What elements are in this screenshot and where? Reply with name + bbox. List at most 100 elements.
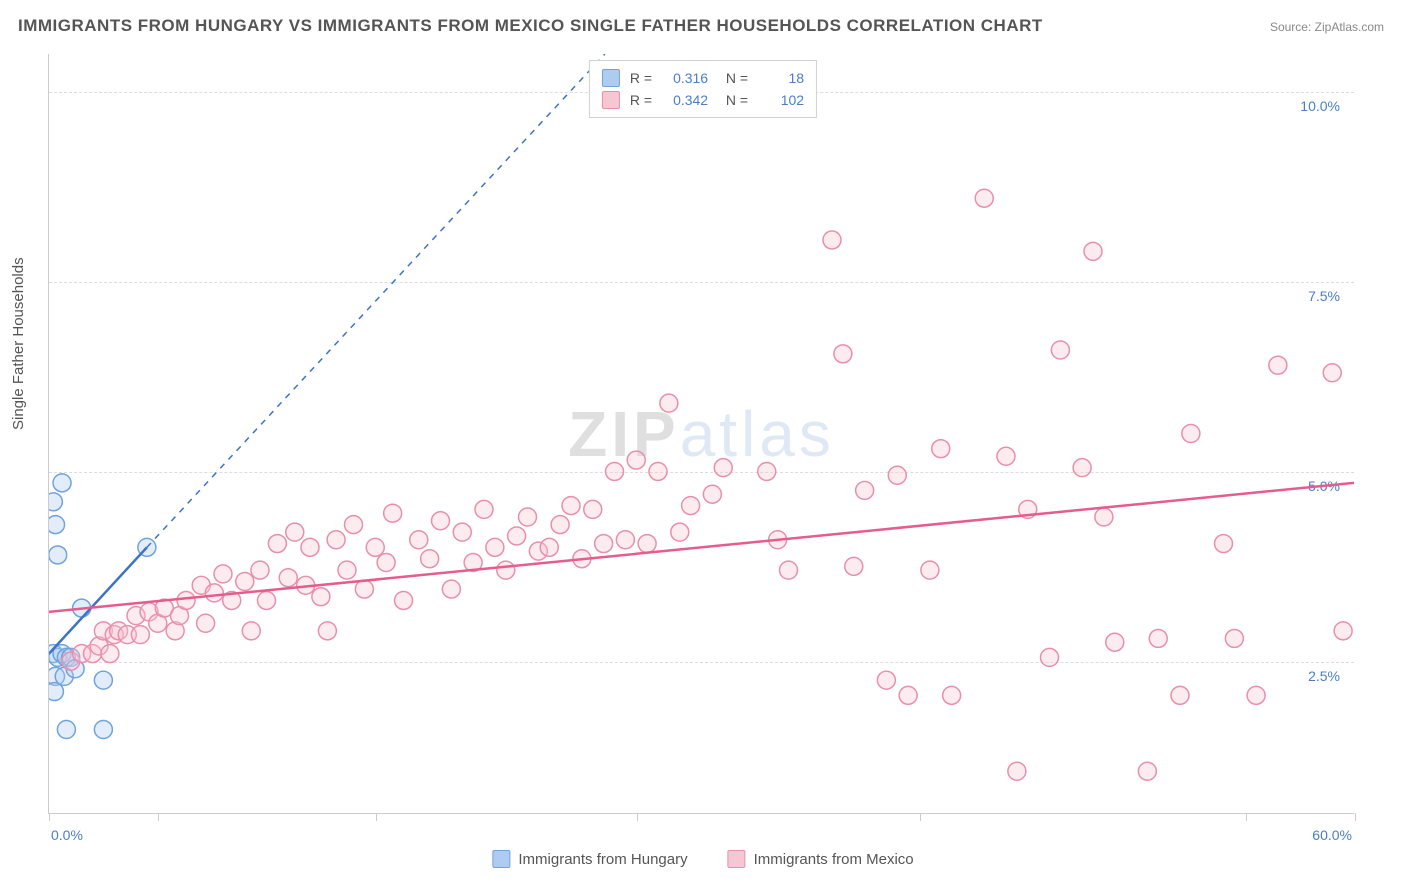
scatter-point	[421, 550, 439, 568]
scatter-point	[540, 538, 558, 556]
scatter-point	[49, 546, 67, 564]
scatter-point	[823, 231, 841, 249]
scatter-point	[1215, 535, 1233, 553]
scatter-point	[327, 531, 345, 549]
scatter-point	[236, 573, 254, 591]
scatter-point	[682, 497, 700, 515]
scatter-point	[888, 466, 906, 484]
scatter-point	[1041, 648, 1059, 666]
scatter-point	[258, 591, 276, 609]
scatter-point	[921, 561, 939, 579]
scatter-point	[251, 561, 269, 579]
scatter-point	[345, 516, 363, 534]
scatter-point	[301, 538, 319, 556]
swatch-mexico	[602, 91, 620, 109]
scatter-point	[616, 531, 634, 549]
trendline	[49, 483, 1354, 612]
scatter-point	[943, 686, 961, 704]
scatter-point	[497, 561, 515, 579]
scatter-point	[584, 500, 602, 518]
scatter-point	[975, 189, 993, 207]
scatter-point	[780, 561, 798, 579]
scatter-point	[432, 512, 450, 530]
scatter-point	[442, 580, 460, 598]
x-tick	[920, 813, 921, 821]
scatter-point	[1225, 629, 1243, 647]
scatter-point	[997, 447, 1015, 465]
scatter-point	[671, 523, 689, 541]
scatter-point	[410, 531, 428, 549]
scatter-point	[197, 614, 215, 632]
scatter-point	[627, 451, 645, 469]
swatch-hungary-b	[492, 850, 510, 868]
legend-item-mexico: Immigrants from Mexico	[728, 850, 914, 868]
scatter-point	[57, 721, 75, 739]
stat-n-1: 102	[758, 89, 804, 111]
scatter-point	[1247, 686, 1265, 704]
scatter-point	[49, 683, 63, 701]
scatter-point	[1269, 356, 1287, 374]
trendline-dashed	[147, 54, 605, 547]
scatter-point	[1084, 242, 1102, 260]
scatter-point	[519, 508, 537, 526]
scatter-point	[242, 622, 260, 640]
scatter-point	[53, 474, 71, 492]
scatter-point	[703, 485, 721, 503]
stat-n-0: 18	[758, 67, 804, 89]
scatter-point	[94, 671, 112, 689]
x-tick	[1246, 813, 1247, 821]
scatter-point	[1334, 622, 1352, 640]
scatter-point	[286, 523, 304, 541]
stat-r-label: R =	[630, 67, 652, 89]
scatter-point	[1073, 459, 1091, 477]
scatter-point	[1106, 633, 1124, 651]
scatter-point	[214, 565, 232, 583]
x-label-right: 60.0%	[1312, 827, 1352, 843]
legend-label-0: Immigrants from Hungary	[518, 851, 687, 868]
scatter-point	[660, 394, 678, 412]
scatter-point	[1182, 425, 1200, 443]
scatter-point	[131, 626, 149, 644]
scatter-point	[1323, 364, 1341, 382]
scatter-point	[834, 345, 852, 363]
scatter-point	[1149, 629, 1167, 647]
legend-stats-row-1: R = 0.342 N = 102	[602, 89, 804, 111]
stat-r-label: R =	[630, 89, 652, 111]
scatter-point	[758, 462, 776, 480]
stat-n-label: N =	[718, 67, 748, 89]
scatter-point	[714, 459, 732, 477]
scatter-point	[638, 535, 656, 553]
scatter-point	[366, 538, 384, 556]
scatter-point	[475, 500, 493, 518]
scatter-point	[1008, 762, 1026, 780]
scatter-point	[856, 481, 874, 499]
scatter-point	[355, 580, 373, 598]
scatter-point	[845, 557, 863, 575]
legend-label-1: Immigrants from Mexico	[754, 851, 914, 868]
scatter-point	[268, 535, 286, 553]
scatter-point	[279, 569, 297, 587]
stat-r-1: 0.342	[662, 89, 708, 111]
scatter-point	[595, 535, 613, 553]
source-label: Source: ZipAtlas.com	[1270, 20, 1384, 34]
scatter-point	[377, 554, 395, 572]
x-tick	[1355, 813, 1356, 821]
scatter-point	[338, 561, 356, 579]
plot-area: ZIPatlas 2.5%5.0%7.5%10.0%0.0%60.0%	[48, 54, 1354, 814]
scatter-point	[508, 527, 526, 545]
x-tick	[158, 813, 159, 821]
scatter-point	[384, 504, 402, 522]
scatter-point	[562, 497, 580, 515]
swatch-mexico-b	[728, 850, 746, 868]
scatter-point	[1051, 341, 1069, 359]
y-axis-title: Single Father Households	[10, 257, 27, 430]
scatter-point	[177, 591, 195, 609]
scatter-point	[486, 538, 504, 556]
scatter-point	[395, 591, 413, 609]
legend-bottom: Immigrants from Hungary Immigrants from …	[492, 850, 913, 868]
x-tick	[637, 813, 638, 821]
x-tick	[376, 813, 377, 821]
legend-stats-row-0: R = 0.316 N = 18	[602, 67, 804, 89]
scatter-point	[1171, 686, 1189, 704]
swatch-hungary	[602, 69, 620, 87]
